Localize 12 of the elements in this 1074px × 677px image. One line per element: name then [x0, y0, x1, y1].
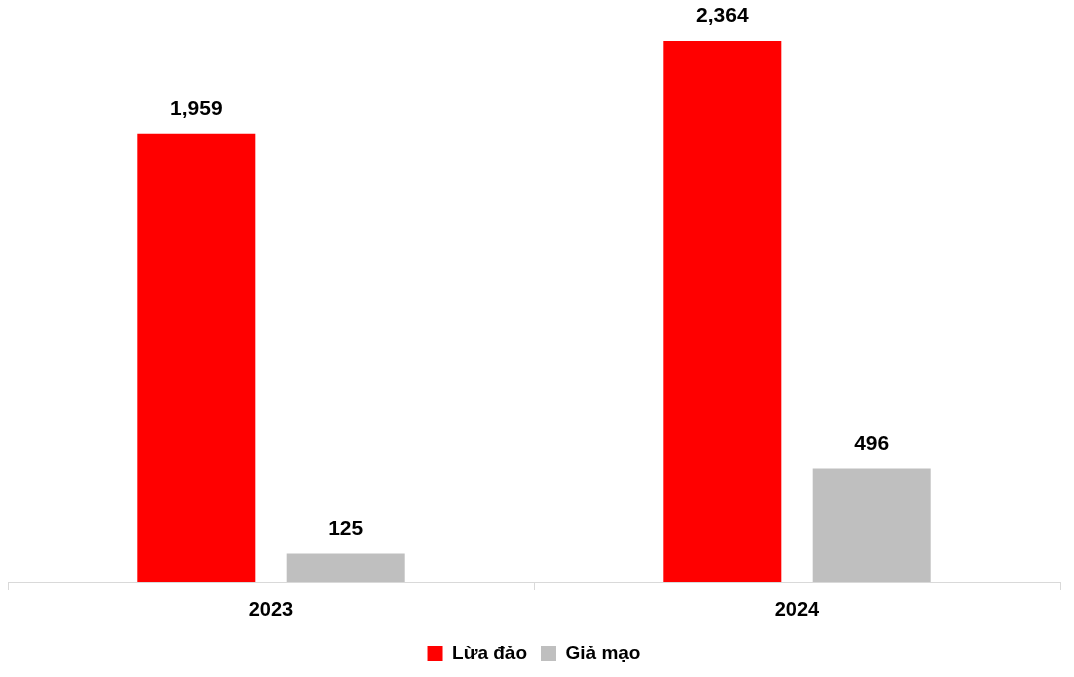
data-label: 1,959: [170, 96, 223, 120]
bar: [137, 133, 256, 582]
bar: [663, 41, 782, 582]
legend-label: Giả mạo: [565, 641, 641, 663]
bar: [286, 553, 405, 582]
x-tick-label: 2024: [774, 597, 821, 620]
data-label: 2,364: [696, 3, 749, 27]
bar: [812, 468, 931, 582]
data-label: 496: [854, 430, 890, 454]
data-label: 125: [328, 515, 364, 539]
x-tick-label: 2023: [248, 597, 294, 620]
legend-label: Lừa đảo: [452, 641, 528, 663]
